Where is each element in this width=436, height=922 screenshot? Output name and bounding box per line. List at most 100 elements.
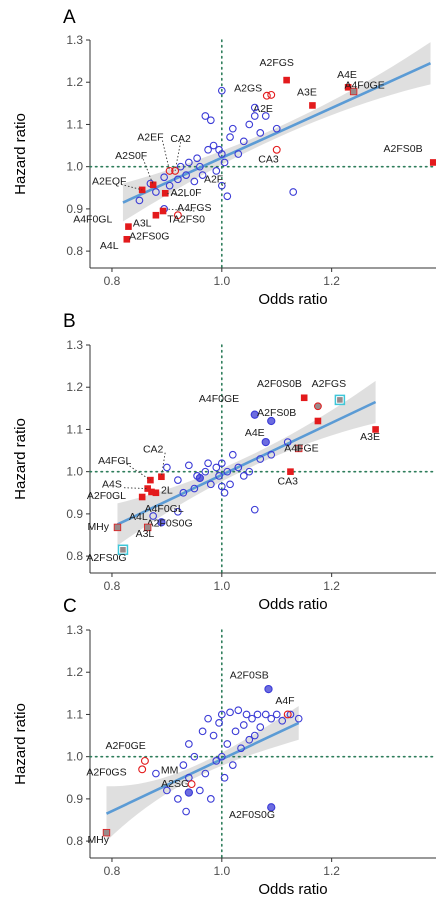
x-axis-title: Odds ratio <box>258 881 327 898</box>
data-point <box>198 171 207 179</box>
x-tick-label: 1.0 <box>213 579 230 593</box>
label-leader <box>174 142 182 171</box>
x-tick-label: 1.2 <box>323 274 340 288</box>
data-point <box>217 752 226 761</box>
data-point <box>250 103 259 112</box>
point-label: A2EF <box>137 131 163 143</box>
point-label: A4S <box>102 479 122 491</box>
y-tick-label: 1.1 <box>66 117 83 131</box>
data-point <box>256 455 265 463</box>
point-label: A2F0GL <box>87 490 126 502</box>
point-label: A4E <box>337 69 357 81</box>
label-leader <box>165 192 187 197</box>
data-point <box>334 394 346 406</box>
x-tick-label: 1.0 <box>213 274 230 288</box>
data-point <box>220 773 229 782</box>
data-point <box>234 706 243 715</box>
y-tick-label: 0.8 <box>66 549 83 563</box>
data-point <box>429 159 436 166</box>
data-point <box>185 461 193 470</box>
data-point <box>185 158 193 167</box>
data-point <box>190 752 199 761</box>
x-tick-label: 0.8 <box>104 274 121 288</box>
point-label: A3L <box>133 218 152 230</box>
data-point <box>283 76 290 84</box>
y-tick-label: 1.3 <box>66 338 83 352</box>
data-point <box>217 150 226 158</box>
data-point <box>261 710 270 719</box>
point-label: MM <box>161 765 179 777</box>
data-point <box>217 86 226 95</box>
data-point <box>176 162 185 171</box>
x-axis-title: Odds ratio <box>258 291 327 308</box>
data-point <box>204 145 212 154</box>
panel-letter: A <box>63 7 76 28</box>
point-label: CA3 <box>277 475 298 487</box>
data-point <box>349 87 358 96</box>
data-point <box>226 708 234 717</box>
point-label: A4E <box>245 427 265 439</box>
data-point <box>204 714 212 723</box>
x-tick-label: 0.8 <box>104 579 121 593</box>
point-label: A2F0S0G <box>147 518 193 530</box>
y-tick-label: 1.2 <box>66 665 83 679</box>
y-tick-label: 1.2 <box>66 380 83 394</box>
data-point <box>201 112 210 120</box>
data-point <box>152 769 160 778</box>
point-label: CA2 <box>170 133 191 145</box>
point-label: TA2FS0 <box>167 213 205 225</box>
data-point <box>195 473 204 483</box>
point-label: A2SG <box>161 778 189 790</box>
confidence-band <box>106 706 299 842</box>
data-point <box>157 518 166 527</box>
point-label: A2F0GS <box>86 767 126 779</box>
data-point <box>206 480 215 489</box>
y-tick-label: 1.3 <box>66 623 83 637</box>
data-point <box>190 484 199 493</box>
data-point <box>314 417 322 425</box>
data-point <box>250 112 259 120</box>
data-point <box>239 472 248 480</box>
point-label: A2F0GE <box>106 740 146 752</box>
data-point <box>294 714 303 723</box>
point-label: A2FS0B <box>257 407 296 419</box>
data-point <box>217 710 226 719</box>
point-label: A2FS0G <box>86 552 126 564</box>
data-point <box>283 438 292 446</box>
point-label: MHy <box>87 834 109 846</box>
data-point <box>272 124 281 133</box>
data-point <box>231 727 240 736</box>
data-point <box>267 90 276 99</box>
data-point <box>158 473 165 481</box>
data-point <box>286 710 295 719</box>
data-point <box>193 154 201 163</box>
panel-c: C 0.8 0.9 1.0 1.1 1.2 1.3 0.8 1.0 1.2 Odds ratio Ha… <box>12 596 436 898</box>
point-label: A4L <box>129 511 148 523</box>
data-point <box>261 437 270 447</box>
point-label: A4F0GE <box>344 80 384 92</box>
point-label: A4FGL <box>98 455 131 467</box>
point-label: CA2 <box>143 444 164 456</box>
point-label: A4FGS <box>177 202 211 214</box>
data-point <box>113 523 122 532</box>
trend-line <box>116 400 377 526</box>
point-label: A4F0GL <box>145 503 184 515</box>
data-point-core <box>337 397 343 403</box>
data-point <box>242 710 251 719</box>
data-point <box>144 485 151 492</box>
data-point <box>185 740 193 748</box>
data-point <box>264 684 273 694</box>
panel-a: A 0.8 0.9 1.0 1.1 1.2 1.3 0.8 1.0 1.2 Odds ratio Ha… <box>12 7 436 308</box>
data-point <box>152 211 160 219</box>
label-leader <box>126 463 151 481</box>
data-point <box>174 507 182 516</box>
data-point <box>272 145 281 154</box>
data-point <box>256 129 265 137</box>
data-point <box>182 807 190 816</box>
y-axis-title: Hazard ratio <box>12 703 29 785</box>
data-point <box>173 211 182 220</box>
label-leader <box>160 452 166 477</box>
data-point <box>314 402 322 411</box>
data-point <box>140 756 149 765</box>
point-label: A2FGS <box>260 57 294 69</box>
